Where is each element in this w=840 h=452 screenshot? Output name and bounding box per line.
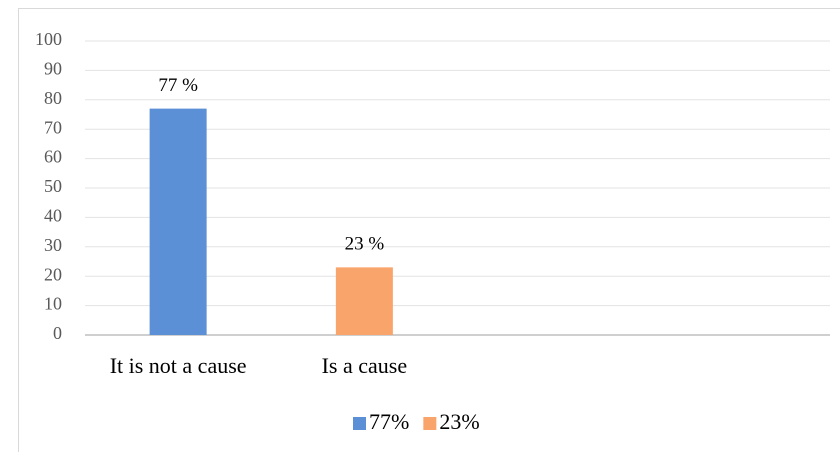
x-tick-label: Is a cause <box>322 353 408 378</box>
y-tick-label: 0 <box>53 323 62 343</box>
legend-swatch <box>353 417 366 430</box>
y-tick-label: 30 <box>44 235 62 255</box>
y-tick-label: 50 <box>44 176 62 196</box>
data-label: 77 % <box>158 75 198 96</box>
bar <box>335 267 393 335</box>
y-tick-label: 60 <box>44 147 62 167</box>
y-tick-label: 70 <box>44 117 62 137</box>
chart-frame <box>18 8 840 452</box>
data-label: 23 % <box>345 234 385 255</box>
y-tick-label: 80 <box>44 88 62 108</box>
bar <box>149 108 207 336</box>
legend-swatch <box>423 417 437 430</box>
y-tick-label: 10 <box>44 294 62 314</box>
y-tick-label: 20 <box>44 264 62 284</box>
y-tick-label: 100 <box>35 29 62 49</box>
y-tick-label: 40 <box>44 206 62 226</box>
legend-label: 23% <box>439 409 479 434</box>
legend-label: 77% <box>369 409 409 434</box>
y-tick-label: 90 <box>44 59 62 79</box>
x-tick-label: It is not a cause <box>110 353 247 378</box>
